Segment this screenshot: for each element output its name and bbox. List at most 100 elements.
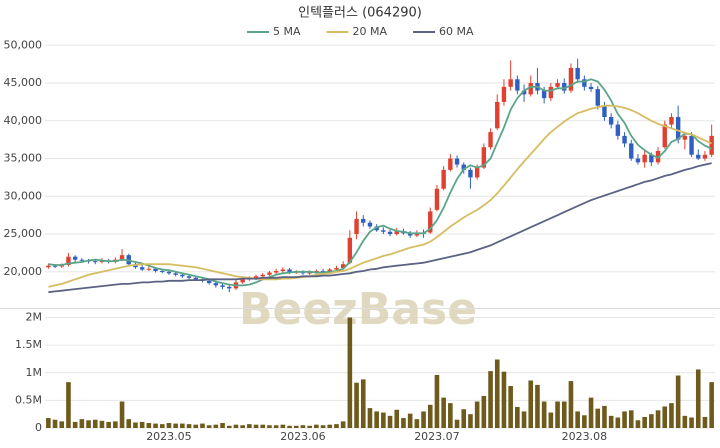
candle-body	[528, 83, 533, 95]
volume-bar	[260, 424, 266, 428]
y-tick-label: 30,000	[4, 189, 43, 202]
candle-body	[46, 265, 51, 268]
y-tick-label: 45,000	[4, 76, 43, 89]
candle-body	[454, 158, 460, 165]
volume-bar	[327, 424, 333, 428]
volume-bar	[273, 425, 279, 428]
candle-body	[153, 268, 158, 272]
y2-tick-label: 1M	[26, 366, 43, 379]
candle-body	[642, 154, 647, 163]
volume-bar	[649, 414, 654, 428]
candle-body	[602, 105, 607, 118]
candle-body	[267, 272, 272, 275]
volume-bar	[555, 401, 560, 428]
ma-line	[48, 104, 712, 288]
volume-bar	[287, 425, 292, 428]
candle-body	[334, 268, 339, 270]
candle-body	[501, 86, 507, 102]
candle-body	[682, 135, 688, 140]
candle-body	[354, 218, 359, 235]
candle-body	[649, 154, 654, 163]
y2-tick-label: 0	[35, 421, 42, 434]
volume-bar	[193, 424, 199, 428]
volume-bar	[662, 406, 668, 428]
volume-bar	[508, 386, 513, 428]
volume-bar	[166, 423, 172, 428]
candle-body	[515, 79, 520, 91]
y-tick-label: 40,000	[4, 114, 43, 127]
volume-bar	[320, 425, 326, 428]
volume-bar	[474, 401, 480, 428]
candle-body	[193, 277, 198, 280]
volume-bar	[153, 423, 158, 428]
volume-bar	[401, 418, 406, 428]
volume-bar	[488, 371, 493, 428]
volume-bar	[541, 401, 547, 428]
candle-body	[374, 226, 379, 231]
candle-body	[93, 261, 98, 263]
volume-bar	[642, 416, 647, 428]
volume-bar	[622, 411, 627, 428]
volume-bar	[689, 417, 694, 428]
candle-body	[622, 135, 627, 144]
watermark: BeezBase	[239, 284, 477, 335]
volume-bar	[360, 379, 366, 428]
volume-bar	[515, 407, 520, 428]
volume-bar	[133, 422, 138, 428]
y-tick-label: 35,000	[4, 152, 43, 165]
x-tick-label: 2023.08	[562, 430, 608, 443]
volume-bar	[226, 425, 232, 428]
volume-bar	[588, 397, 594, 428]
volume-bar	[253, 424, 259, 428]
candle-body	[474, 167, 480, 178]
volume-bar	[441, 397, 446, 428]
volume-bar	[655, 410, 661, 428]
candle-body	[428, 211, 433, 233]
volume-bar	[454, 419, 460, 428]
volume-bar	[535, 384, 540, 428]
volume-bar	[113, 421, 118, 428]
candle-body	[481, 147, 487, 168]
volume-bar	[126, 419, 132, 428]
legend-label: 5 MA	[273, 25, 301, 38]
candle-body	[441, 169, 446, 189]
volume-bar	[521, 411, 527, 428]
volume-bar	[675, 375, 681, 428]
volume-bar	[213, 424, 219, 428]
volume-bar	[582, 415, 587, 428]
candle-body	[320, 271, 326, 273]
candle-body	[488, 132, 493, 148]
volume-bar	[575, 411, 580, 428]
volume-bar	[280, 424, 286, 428]
candle-body	[273, 271, 279, 273]
candle-body	[595, 89, 600, 106]
candle-body	[548, 86, 554, 99]
volume-bar	[628, 410, 634, 428]
volume-bar	[461, 409, 467, 428]
volume-bar	[72, 421, 78, 428]
volume-bar	[119, 401, 125, 428]
volume-bar	[448, 403, 453, 428]
candle-body	[327, 269, 332, 272]
candle-body	[495, 101, 500, 129]
volume-bar	[247, 424, 252, 428]
legend-label: 60 MA	[439, 25, 474, 38]
volume-bar	[669, 403, 674, 428]
volume-bar	[374, 411, 379, 428]
volume-bar	[407, 413, 413, 428]
volume-bar	[528, 380, 534, 428]
volume-bar	[548, 412, 554, 428]
volume-bar	[468, 414, 473, 428]
candle-body	[555, 83, 560, 87]
candle-body	[260, 274, 265, 277]
volume-bar	[99, 420, 105, 428]
volume-bar	[173, 423, 178, 428]
candle-body	[675, 117, 681, 140]
volume-bar	[702, 416, 708, 428]
candle-body	[387, 231, 393, 235]
y2-tick-label: 0.5M	[15, 393, 42, 406]
volume-bar	[340, 421, 346, 428]
candle-body	[253, 276, 259, 279]
candle-body	[582, 79, 587, 87]
